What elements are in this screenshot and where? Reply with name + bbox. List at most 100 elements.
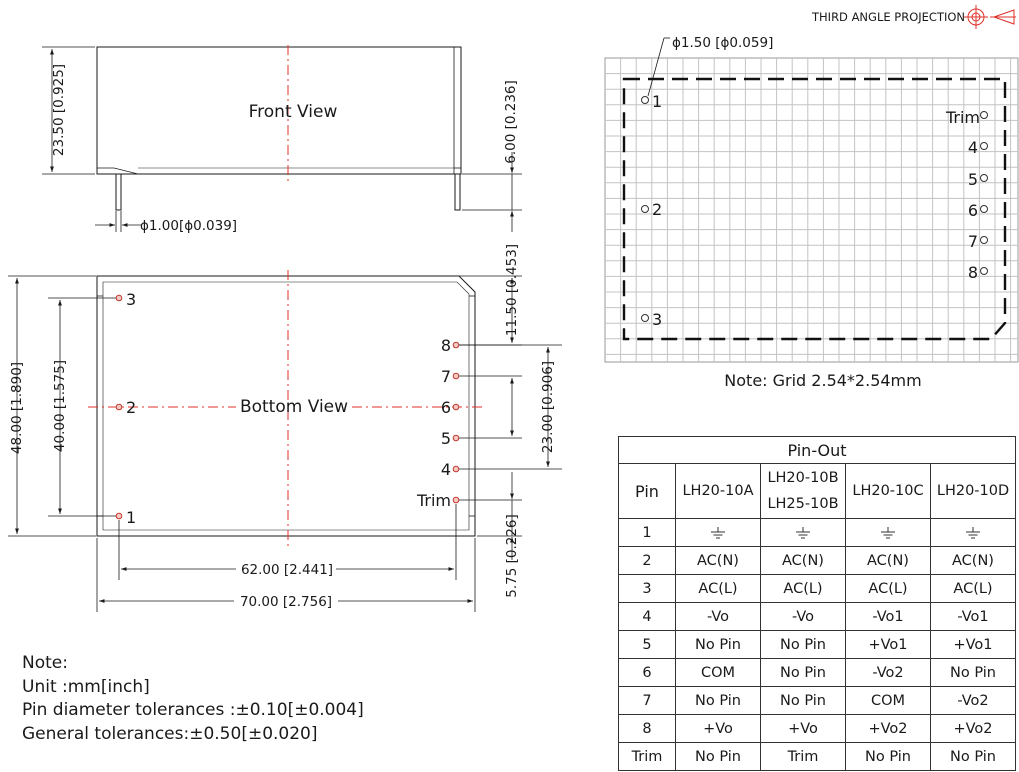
pinout-pin-cell: 7: [618, 686, 676, 715]
pinout-cell: -Vo2: [845, 658, 931, 687]
front-dim-pin-diameter: ϕ1.00[ϕ0.039]: [140, 218, 237, 234]
front-view-body: [96, 46, 462, 175]
pinout-cell: AC(N): [760, 546, 846, 575]
layout-hole-6: [980, 205, 988, 213]
layout-pin-label-4: 4: [968, 138, 978, 157]
pinout-model-b1: LH20-10B: [767, 470, 839, 486]
pinout-pin-cell: Trim: [618, 742, 676, 771]
bottom-view-outline: [96, 275, 476, 537]
pinout-cell: No Pin: [845, 742, 931, 771]
pinout-model-b2: LH25-10B: [767, 496, 839, 512]
front-dim-pin-length: 6.00 [0.236]: [503, 80, 519, 164]
bottom-dim-pin-span-horizontal: 62.00 [2.441]: [241, 562, 333, 578]
layout-pin-label-1: 1: [652, 92, 662, 111]
pinout-pin-cell: 6: [618, 658, 676, 687]
pinout-pin-cell: 2: [618, 546, 676, 575]
pinout-cell: No Pin: [930, 742, 1016, 771]
pinout-cell: No Pin: [675, 630, 761, 659]
ground-icon: [930, 518, 1016, 547]
layout-pin-label-2: 2: [652, 200, 662, 219]
bottom-dim-bottom-offset: 5.75 [0.226]: [504, 514, 520, 598]
pinout-pin-cell: 1: [618, 518, 676, 547]
pinout-cell: -Vo1: [930, 602, 1016, 631]
ground-icon: [675, 518, 761, 547]
layout-hole-1: [641, 96, 649, 104]
pinout-cell: AC(L): [675, 574, 761, 603]
layout-hole-5: [980, 174, 988, 182]
bottom-pin-1: [115, 512, 123, 520]
pinout-cell: -Vo: [675, 602, 761, 631]
layout-hole-trim: [980, 111, 988, 119]
front-view-title: Front View: [249, 102, 338, 122]
bottom-pin-label-8: 8: [441, 336, 451, 355]
bottom-view-title: Bottom View: [240, 397, 348, 417]
pinout-row: 4 -Vo -Vo -Vo1 -Vo1: [618, 602, 1016, 631]
layout-hole-2: [641, 205, 649, 213]
pinout-cell: +Vo1: [930, 630, 1016, 659]
pinout-body: 1 2 AC(N) AC(N) AC(N) AC(N) 3 AC(L) AC(L) AC(L) AC…: [618, 518, 1016, 771]
layout-hole-7: [980, 236, 988, 244]
layout-hole-4: [980, 142, 988, 150]
pinout-cell: COM: [845, 686, 931, 715]
pinout-cell: No Pin: [675, 686, 761, 715]
bottom-pin-3: [115, 294, 123, 302]
layout-pin-label-7: 7: [968, 232, 978, 251]
pinout-pin-cell: 5: [618, 630, 676, 659]
bottom-pin-label-7: 7: [441, 367, 451, 386]
bottom-pin-label-6: 6: [441, 398, 451, 417]
bottom-view: Bottom View 3 2 1 8 7 6 5 4 Trim 48.00 […: [8, 244, 562, 612]
pinout-cell: AC(N): [930, 546, 1016, 575]
bottom-pin-5: [452, 434, 460, 442]
pinout-cell: +Vo2: [845, 714, 931, 743]
front-view: Front View 23.50 [0.925] 6.00 [0.236] ϕ1…: [42, 45, 522, 234]
layout-hole-8: [980, 267, 988, 275]
pinout-cell: No Pin: [760, 686, 846, 715]
layout-grid-note: Note: Grid 2.54*2.54mm: [724, 371, 921, 390]
note-heading: Note:: [22, 653, 68, 673]
bottom-pin-2: [115, 403, 123, 411]
pinout-model-b: LH20-10B LH25-10B: [760, 463, 846, 519]
bottom-pin-7: [452, 372, 460, 380]
layout-pin-label-6: 6: [968, 201, 978, 220]
bottom-pin-8: [452, 341, 460, 349]
pinout-pin-cell: 8: [618, 714, 676, 743]
note-unit: Unit :mm[inch]: [22, 676, 150, 697]
layout-pin-label-trim: Trim: [945, 108, 980, 127]
pinout-cell: AC(N): [675, 546, 761, 575]
bottom-dim-total-height: 48.00 [1.890]: [9, 362, 25, 454]
pinout-row: 5 No Pin No Pin +Vo1 +Vo1: [618, 630, 1016, 659]
layout-pin-label-5: 5: [968, 170, 978, 189]
pinout-cell: No Pin: [760, 658, 846, 687]
bottom-pin-label-trim: Trim: [416, 491, 451, 510]
bottom-pin-label-1: 1: [126, 508, 136, 527]
pinout-row: 7 No Pin No Pin COM -Vo2: [618, 686, 1016, 715]
pinout-row: Trim No Pin Trim No Pin No Pin: [618, 742, 1016, 771]
pinout-row: 1: [618, 518, 1016, 547]
bottom-pin-label-2: 2: [126, 398, 136, 417]
layout-pin-label-3: 3: [652, 310, 662, 329]
pinout-model-d: LH20-10D: [930, 463, 1016, 519]
bottom-pin-4: [452, 465, 460, 473]
pinout-cell: -Vo: [760, 602, 846, 631]
pinout-cell: No Pin: [930, 658, 1016, 687]
pinout-cell: Trim: [760, 742, 846, 771]
ground-icon: [845, 518, 931, 547]
layout-pin-label-8: 8: [968, 263, 978, 282]
pinout-cell: -Vo2: [930, 686, 1016, 715]
front-dim-height: 23.50 [0.925]: [51, 64, 67, 156]
pinout-row: 8 +Vo +Vo +Vo2 +Vo2: [618, 714, 1016, 743]
bottom-pin-6: [452, 403, 460, 411]
pinout-cell: +Vo2: [930, 714, 1016, 743]
pinout-cell: -Vo1: [845, 602, 931, 631]
bottom-pin-label-4: 4: [441, 460, 451, 479]
notes: Note: Unit :mm[inch] Pin diameter tolera…: [22, 652, 364, 746]
pinout-model-c: LH20-10C: [845, 463, 931, 519]
front-pin-right: [454, 173, 461, 211]
ground-icon: [760, 518, 846, 547]
front-pin-left: [115, 173, 122, 211]
bottom-dim-right-pin-span: 23.00 [0.906]: [540, 361, 556, 453]
layout-view: ϕ1.50 [ϕ0.059] 1 2 3 Trim 4 5 6 7 8 Note…: [604, 35, 1019, 390]
pinout-cell: No Pin: [760, 630, 846, 659]
pinout-row: 2 AC(N) AC(N) AC(N) AC(N): [618, 546, 1016, 575]
